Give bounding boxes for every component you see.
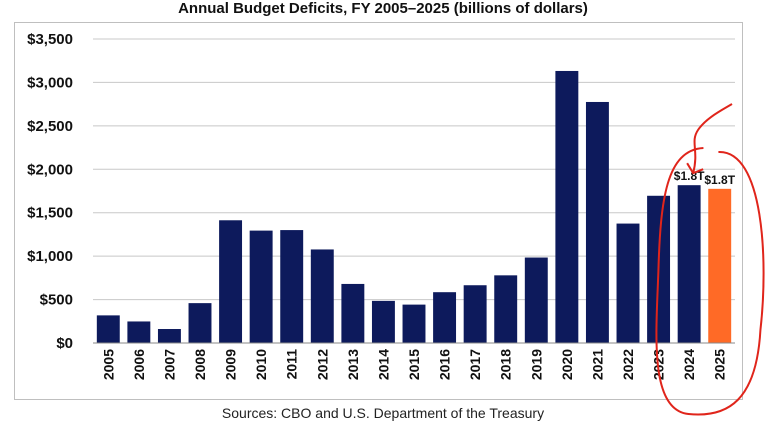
bar-2012 bbox=[310, 249, 334, 343]
bar-2022 bbox=[616, 223, 640, 343]
bar-2006 bbox=[127, 321, 151, 343]
x-tick-label: 2018 bbox=[498, 349, 514, 380]
x-tick-label: 2009 bbox=[223, 349, 239, 380]
x-tick-label: 2007 bbox=[161, 349, 177, 380]
bar-2009 bbox=[219, 220, 243, 343]
bar-2020 bbox=[555, 70, 579, 343]
x-tick-label: 2020 bbox=[559, 349, 575, 380]
bar-2007 bbox=[157, 329, 181, 343]
bar-2011 bbox=[280, 230, 304, 343]
y-tick-label: $1,500 bbox=[27, 205, 73, 222]
x-tick-label: 2016 bbox=[437, 349, 453, 380]
annotation-ellipse bbox=[655, 147, 765, 416]
bar-2013 bbox=[341, 283, 365, 343]
data-label: $1.8T bbox=[674, 169, 705, 183]
bar-2015 bbox=[402, 304, 426, 343]
annotation-arrowhead bbox=[686, 162, 704, 175]
bar-2017 bbox=[463, 285, 487, 343]
x-tick-label: 2015 bbox=[406, 349, 422, 380]
bar-2005 bbox=[96, 315, 120, 343]
x-tick-label: 2006 bbox=[131, 349, 147, 380]
x-tick-label: 2024 bbox=[681, 349, 697, 380]
y-tick-label: $1,000 bbox=[27, 248, 73, 265]
x-tick-label: 2019 bbox=[528, 349, 544, 380]
bar-2016 bbox=[433, 292, 457, 343]
y-tick-label: $2,000 bbox=[27, 161, 73, 178]
plot-frame bbox=[14, 22, 743, 400]
bar-2018 bbox=[494, 275, 518, 343]
x-tick-label: 2011 bbox=[284, 349, 300, 380]
y-tick-label: $3,000 bbox=[27, 74, 73, 91]
bar-2019 bbox=[524, 257, 548, 343]
bar-2008 bbox=[188, 303, 212, 343]
bar-2021 bbox=[585, 101, 609, 343]
y-tick-label: $0 bbox=[56, 335, 73, 352]
bar-2025 bbox=[708, 188, 732, 343]
x-tick-label: 2014 bbox=[375, 349, 391, 380]
y-tick-label: $500 bbox=[40, 292, 73, 309]
y-tick-label: $2,500 bbox=[27, 118, 73, 135]
x-tick-label: 2017 bbox=[467, 349, 483, 380]
x-tick-label: 2013 bbox=[345, 349, 361, 380]
y-tick-label: $3,500 bbox=[27, 31, 73, 48]
bar-2010 bbox=[249, 230, 273, 343]
x-tick-label: 2025 bbox=[712, 349, 728, 380]
source-note: Sources: CBO and U.S. Department of the … bbox=[221, 405, 545, 421]
x-tick-label: 2021 bbox=[589, 349, 605, 380]
x-tick-label: 2010 bbox=[253, 349, 269, 380]
bar-2024 bbox=[677, 185, 701, 343]
annotation-arrow bbox=[692, 103, 733, 174]
x-tick-label: 2008 bbox=[192, 349, 208, 380]
bar-2014 bbox=[371, 300, 395, 343]
x-tick-label: 2022 bbox=[620, 349, 636, 380]
chart-title: Annual Budget Deficits, FY 2005–2025 (bi… bbox=[178, 0, 588, 17]
data-label: $1.8T bbox=[704, 173, 735, 187]
x-tick-label: 2012 bbox=[314, 349, 330, 380]
x-tick-label: 2005 bbox=[100, 349, 116, 380]
